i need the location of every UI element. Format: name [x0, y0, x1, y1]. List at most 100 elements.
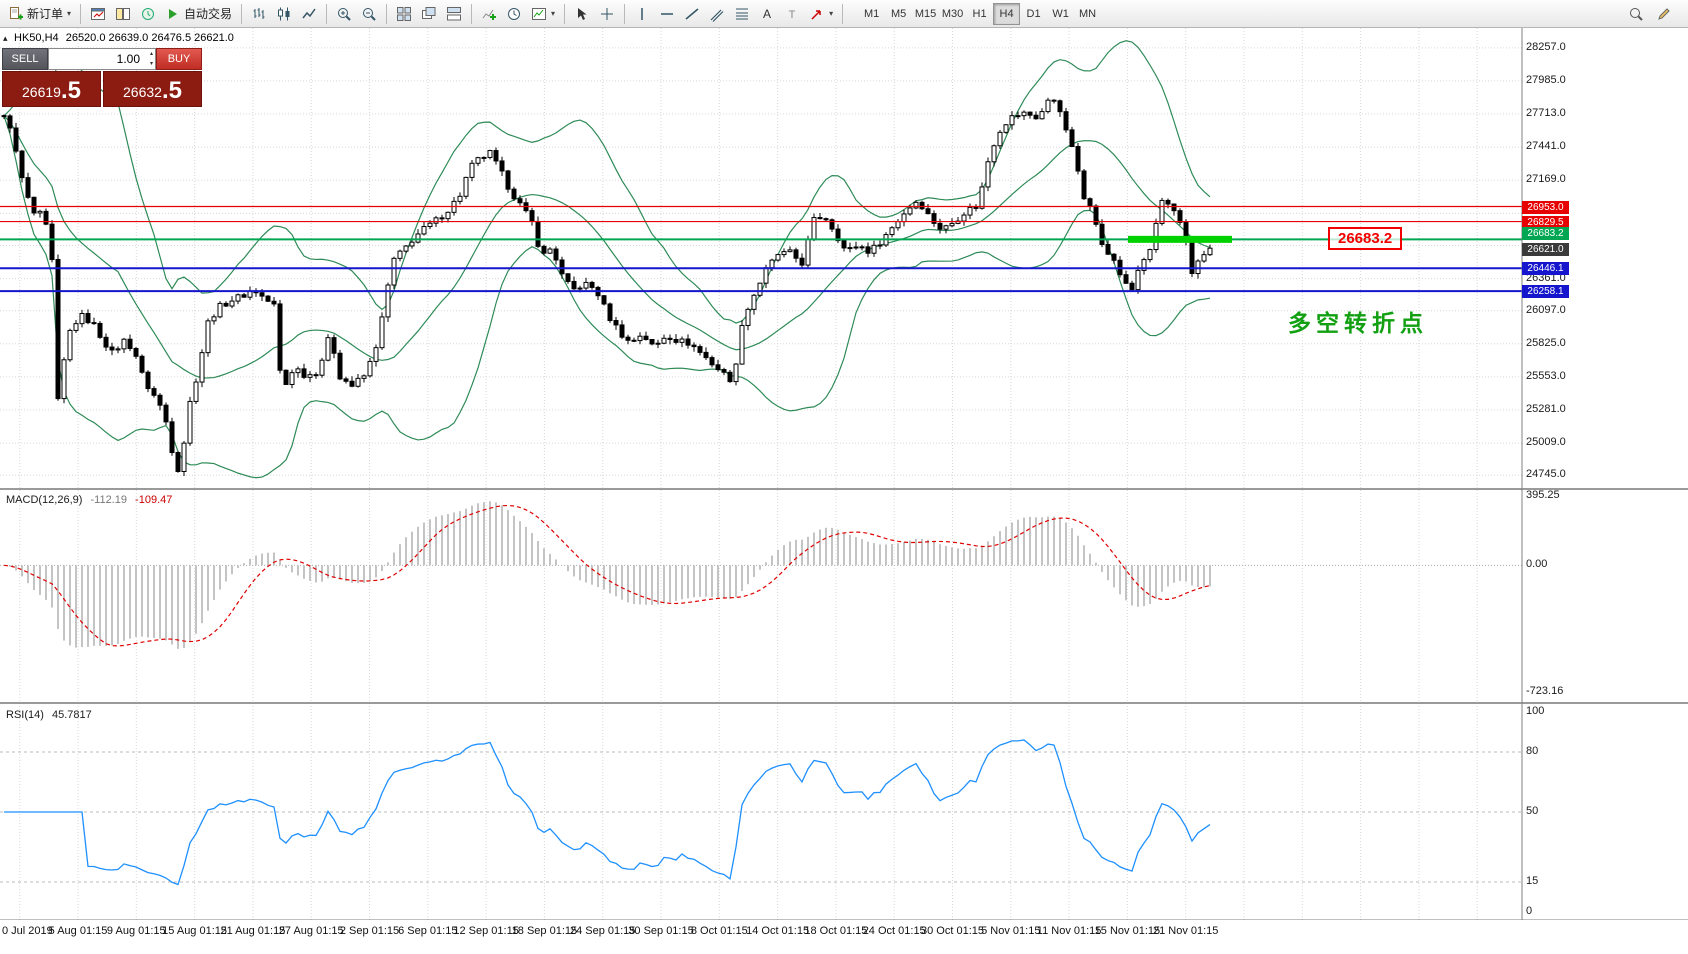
sell-price-small: 26619	[22, 84, 61, 100]
timeframe-m1-button[interactable]: M1	[858, 3, 885, 25]
time-axis-label: 15 Aug 01:15	[162, 925, 228, 937]
cursor-button[interactable]	[570, 2, 594, 26]
arrange-windows-button[interactable]	[442, 2, 466, 26]
autotrading-button[interactable]: 自动交易	[161, 2, 236, 26]
bar-chart-icon	[253, 7, 265, 19]
signals-button[interactable]	[136, 2, 160, 26]
chevron-down-icon: ▾	[67, 9, 72, 18]
time-axis-label: 27 Aug 01:15	[278, 925, 344, 937]
panel-frames	[0, 28, 1688, 921]
chart-area[interactable]: ▴ HK50,H4 26520.0 26639.0 26476.5 26621.…	[0, 28, 1688, 954]
timeframe-d1-button[interactable]: D1	[1020, 3, 1047, 25]
text-button[interactable]: A	[755, 2, 779, 26]
new-order-button[interactable]: 新订单 ▾	[4, 2, 75, 26]
lot-size-value: 1.00	[116, 52, 140, 66]
timeframe-mn-button[interactable]: MN	[1074, 3, 1101, 25]
time-axis[interactable]: 0 Jul 2019 5 Aug 01:15 9 Aug 01:15 15 Aug 0…	[0, 920, 1688, 954]
equidistant-channel-icon	[710, 9, 724, 22]
equidistant-channel-button[interactable]	[705, 2, 729, 26]
fibonacci-button[interactable]	[730, 2, 754, 26]
time-axis-label: 15 Nov 01:15	[1094, 925, 1161, 937]
horizontal-line-button[interactable]	[655, 2, 679, 26]
time-axis-label: 30 Oct 01:15	[921, 925, 984, 937]
edit-icon	[1658, 7, 1670, 20]
symbol-ohlc: 26520.0 26639.0 26476.5 26621.0	[65, 32, 234, 44]
arrows-button[interactable]: ▾	[805, 2, 837, 26]
lot-size-input[interactable]: 1.00 ▴ ▾	[48, 48, 156, 70]
time-axis-label: 0 Jul 2019	[2, 925, 53, 937]
toolbar-button-label: 新订单	[27, 7, 64, 21]
search-button[interactable]	[1624, 2, 1648, 26]
text-label-icon: T	[789, 9, 796, 21]
symbol-name: HK50,H4	[14, 32, 59, 44]
panel-divider[interactable]	[0, 488, 1688, 490]
signals-icon	[142, 7, 155, 20]
price-callout-label[interactable]: 26683.2	[1328, 227, 1403, 250]
line-chart-button[interactable]	[297, 2, 321, 26]
panel-divider[interactable]	[0, 702, 1688, 704]
toolbar-separator	[80, 3, 82, 24]
text-label-button[interactable]: T	[780, 2, 804, 26]
trendline-icon	[685, 7, 699, 20]
periods-button[interactable]	[502, 2, 526, 26]
sell-button[interactable]: SELL	[2, 48, 48, 70]
timeframe-m15-button[interactable]: M15	[912, 3, 939, 25]
trendline-button[interactable]	[680, 2, 704, 26]
buy-price-small: 26632	[123, 84, 162, 100]
time-axis-label: 12 Sep 01:15	[453, 925, 519, 937]
candlestick-chart-button[interactable]	[272, 2, 296, 26]
edit-button[interactable]	[1652, 2, 1676, 26]
trendline-highlight[interactable]	[1128, 235, 1232, 243]
timeframe-m5-button[interactable]: M5	[885, 3, 912, 25]
crosshair-button[interactable]	[595, 2, 619, 26]
tile-windows-button[interactable]	[392, 2, 416, 26]
time-axis-label: 8 Oct 01:15	[690, 925, 748, 937]
timeframe-w1-button[interactable]: W1	[1047, 3, 1074, 25]
templates-button[interactable]: ▾	[527, 2, 559, 26]
time-axis-label: 5 Nov 01:15	[981, 925, 1041, 937]
time-axis-label: 6 Sep 01:15	[398, 925, 458, 937]
macd-panel	[3, 501, 1211, 649]
buy-price-display[interactable]: 26632 .5	[103, 71, 202, 107]
lot-spinner[interactable]: ▴ ▾	[150, 49, 153, 69]
indicators-icon	[482, 9, 497, 20]
chevron-down-icon: ▾	[829, 9, 834, 18]
macd-name: MACD(12,26,9)	[6, 494, 83, 506]
rsi-value: 45.7817	[51, 709, 92, 721]
horizontal-lines	[0, 205, 1522, 293]
charts-window-button[interactable]	[86, 2, 110, 26]
timeframe-h1-button[interactable]: H1	[966, 3, 993, 25]
macd-indicator-label: MACD(12,26,9) -112.19 -109.47	[6, 494, 172, 506]
timeframe-m30-button[interactable]: M30	[939, 3, 966, 25]
charts-window-icon	[91, 7, 106, 20]
profiles-button[interactable]	[111, 2, 135, 26]
one-click-toggle-icon[interactable]: ▴	[3, 33, 8, 43]
chart-canvas[interactable]	[0, 28, 1688, 954]
vertical-line-button[interactable]	[630, 2, 654, 26]
sell-price-big: .5	[60, 77, 81, 104]
cascade-windows-icon	[422, 6, 436, 19]
bar-chart-button[interactable]	[247, 2, 271, 26]
indicators-button[interactable]	[477, 2, 501, 26]
timeframe-h4-button[interactable]: H4	[993, 2, 1021, 25]
spin-up-icon[interactable]: ▴	[149, 51, 153, 57]
zoom-out-icon	[363, 7, 376, 21]
cursor-icon	[578, 7, 587, 20]
sell-price-display[interactable]: 26619 .5	[2, 71, 101, 107]
time-axis-label: 18 Sep 01:15	[511, 925, 578, 937]
tile-windows-icon	[397, 6, 412, 21]
time-axis-label: 30 Sep 01:15	[628, 925, 694, 937]
text-icon: A	[763, 7, 771, 21]
toolbar-button-label: 自动交易	[184, 7, 233, 21]
zoom-out-button[interactable]	[357, 2, 381, 26]
cascade-windows-button[interactable]	[417, 2, 441, 26]
fibonacci-icon	[736, 8, 749, 19]
spin-down-icon[interactable]: ▾	[149, 61, 153, 67]
time-axis-label: 24 Oct 01:15	[862, 925, 926, 937]
buy-button[interactable]: BUY	[156, 48, 202, 70]
horizontal-line-icon	[661, 12, 674, 15]
autotrading-icon	[169, 8, 178, 19]
time-axis-label: 11 Nov 01:15	[1036, 925, 1102, 937]
zoom-in-button[interactable]	[332, 2, 356, 26]
symbol-info: HK50,H4 26520.0 26639.0 26476.5 26621.0	[14, 32, 238, 44]
